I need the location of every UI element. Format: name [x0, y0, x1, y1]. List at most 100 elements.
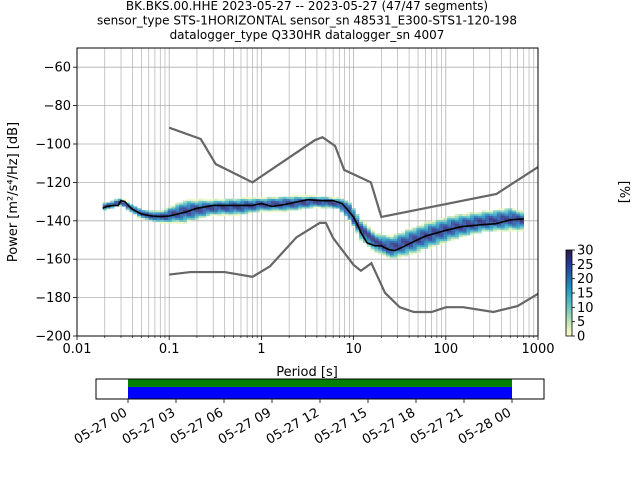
psd-density-cell [500, 214, 505, 217]
psd-density-cell [397, 235, 402, 238]
psd-density-cell [259, 196, 264, 199]
psd-density-cell [454, 216, 459, 219]
y-axis-ticks: −60 −80 −100 −120 −140 −160 −180 −200 [35, 61, 77, 345]
psd-density-cell [347, 202, 352, 205]
psd-density-cell [519, 225, 525, 228]
psd-density-cell [431, 219, 436, 222]
psd-density-cell [493, 210, 498, 213]
psd-density-cell [267, 198, 272, 201]
psd-density-cell [462, 221, 467, 224]
psd-density-cell [190, 206, 195, 209]
psd-density-cell [416, 231, 421, 234]
psd-density-cell [454, 214, 459, 217]
psd-density-cell [225, 200, 230, 203]
psd-density-cell [248, 208, 253, 211]
psd-density-cell [389, 237, 394, 240]
psd-density-cell [118, 198, 123, 201]
psd-density-cell [190, 214, 195, 217]
psd-density-cell [412, 248, 417, 251]
psd-density-cell [412, 227, 417, 230]
psd-density-cell [450, 217, 456, 221]
psd-density-cell [420, 231, 425, 234]
psd-density-cell [263, 208, 268, 211]
psd-density-cell [508, 212, 513, 215]
psd-density-cell [278, 202, 283, 205]
psd-density-cell [420, 227, 425, 230]
timeline-tick-label: 05-27 12 [264, 405, 322, 447]
psd-density-cell [305, 206, 310, 209]
psd-density-cell [290, 196, 295, 199]
y-tick-label: −180 [35, 291, 71, 306]
psd-density-cell [114, 198, 119, 201]
psd-density-cell [496, 227, 502, 230]
psd-density-cell [248, 200, 253, 203]
psd-density-cell [297, 206, 303, 209]
psd-density-cell [401, 231, 406, 234]
psd-density-cell [401, 252, 406, 255]
psd-density-cell [183, 221, 188, 224]
psd-density-cell [290, 198, 295, 201]
psd-density-cell [405, 248, 410, 251]
psd-density-cell [156, 214, 161, 217]
psd-density-cell [263, 202, 268, 205]
psd-density-cell [121, 204, 126, 207]
psd-density-cell [301, 194, 306, 197]
psd-density-cell [420, 225, 425, 228]
psd-density-cell [443, 221, 448, 224]
psd-density-cell [481, 229, 486, 232]
psd-density-cell [355, 227, 360, 230]
psd-density-cell [481, 227, 486, 230]
psd-density-cell [313, 196, 318, 199]
psd-density-cell [217, 212, 222, 215]
psd-density-cell [370, 240, 375, 244]
psd-density-cell [347, 206, 352, 209]
psd-density-cell [144, 212, 149, 215]
psd-density-cell [313, 200, 318, 203]
psd-density-cell [519, 214, 525, 217]
psd-density-cell [405, 250, 410, 253]
psd-density-cell [443, 227, 448, 230]
psd-density-cell [125, 208, 130, 211]
psd-density-cell [225, 208, 230, 211]
psd-plot-area: 0.01 0.1 1 10 100 1000 −60 −80 −100 −120 −140 −160… [35, 47, 555, 357]
psd-density-cell [198, 216, 203, 219]
timeline-tick-label: 05-27 00 [72, 405, 130, 447]
psd-density-cell [454, 217, 459, 221]
psd-density-cell [512, 227, 517, 230]
psd-density-cell [255, 208, 260, 211]
psd-density-cell [397, 237, 402, 240]
psd-density-cell [186, 202, 192, 205]
psd-density-layer [102, 194, 525, 259]
psd-density-cell [477, 231, 482, 234]
psd-density-cell [110, 206, 115, 209]
psd-density-cell [359, 221, 364, 224]
psd-density-cell [305, 202, 310, 205]
psd-density-cell [393, 239, 398, 242]
psd-density-cell [332, 198, 337, 201]
psd-density-cell [519, 216, 525, 219]
psd-density-cell [186, 198, 192, 201]
psd-density-cell [255, 206, 260, 209]
psd-density-cell [274, 208, 280, 211]
psd-density-cell [481, 219, 486, 222]
psd-density-cell [466, 217, 471, 221]
psd-density-cell [198, 212, 203, 215]
psd-density-cell [148, 210, 153, 213]
psd-density-cell [443, 233, 448, 236]
psd-density-cell [294, 202, 299, 205]
psd-density-cell [186, 208, 192, 211]
colorbar-tick-label: 20 [577, 272, 594, 287]
psd-density-cell [412, 231, 417, 234]
title-line-3: datalogger_type Q330HR datalogger_sn 400… [170, 28, 445, 42]
psd-density-cell [516, 219, 521, 222]
psd-density-cell [297, 208, 303, 211]
psd-density-cell [500, 219, 505, 222]
psd-density-cell [240, 198, 245, 201]
psd-density-cell [359, 239, 364, 242]
psd-density-cell [508, 210, 513, 213]
psd-density-cell [167, 208, 172, 211]
psd-density-cell [435, 221, 440, 224]
x-tick-label: 10 [345, 342, 362, 357]
psd-density-cell [171, 204, 176, 207]
psd-density-cell [466, 214, 471, 217]
